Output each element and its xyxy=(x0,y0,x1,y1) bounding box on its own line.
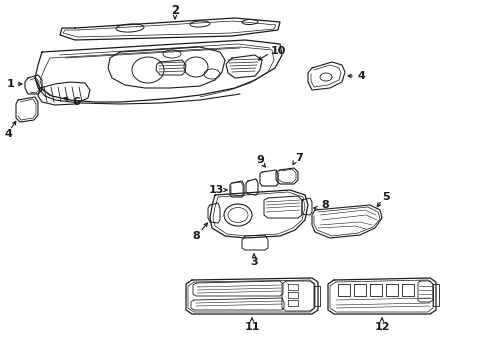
Text: 1: 1 xyxy=(7,79,15,89)
Text: 3: 3 xyxy=(250,257,257,267)
Text: 9: 9 xyxy=(256,155,264,165)
Text: 8: 8 xyxy=(321,200,328,210)
Text: 2: 2 xyxy=(171,4,179,18)
Text: 4: 4 xyxy=(4,129,12,139)
Text: 7: 7 xyxy=(295,153,302,163)
Text: 12: 12 xyxy=(373,322,389,332)
Text: 10: 10 xyxy=(270,46,285,56)
Text: 13: 13 xyxy=(208,185,223,195)
Text: 4: 4 xyxy=(356,71,364,81)
Text: 5: 5 xyxy=(382,192,389,202)
Text: 8: 8 xyxy=(192,231,200,241)
Text: 6: 6 xyxy=(72,97,80,107)
Text: 11: 11 xyxy=(244,322,259,332)
